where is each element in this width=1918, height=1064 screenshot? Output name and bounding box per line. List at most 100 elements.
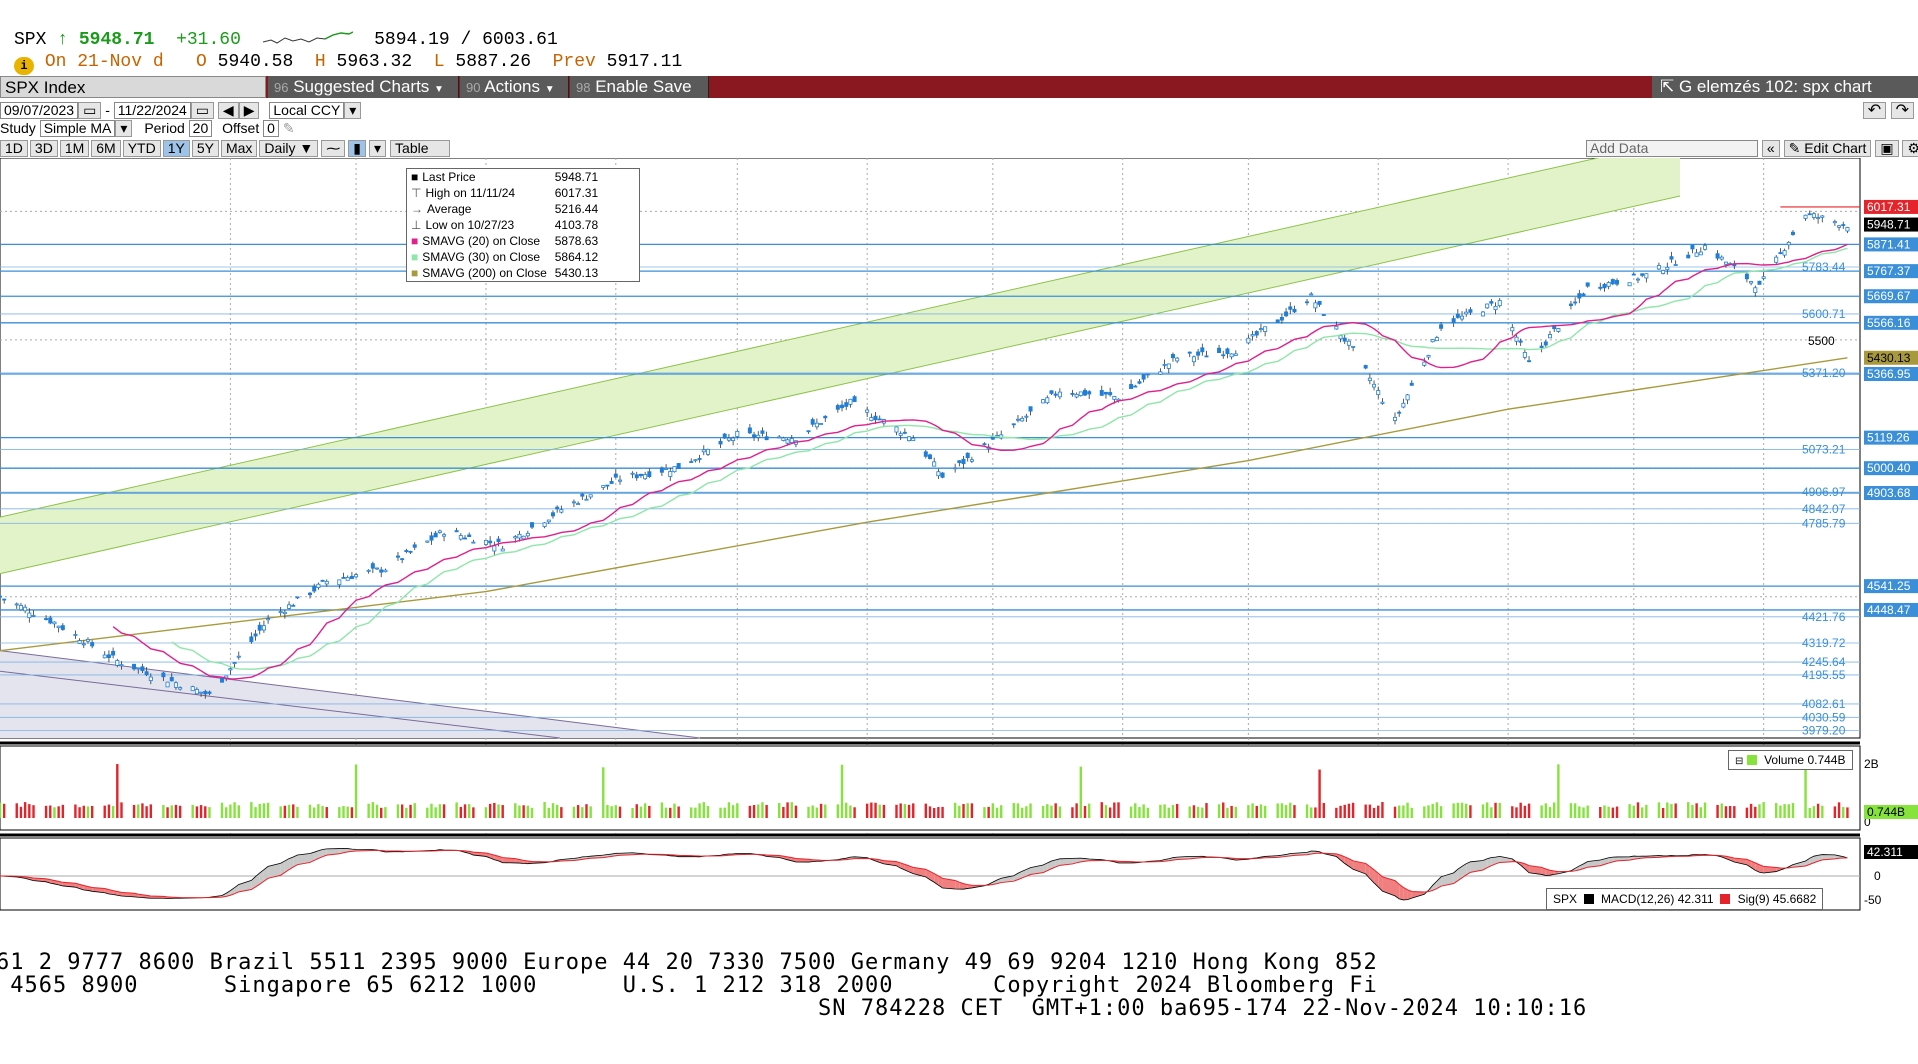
actions-button[interactable]: 90 Actions ▼ [460,76,569,98]
offset-input[interactable]: 0 [263,120,279,137]
dropdown-icon[interactable]: ▾ [344,102,362,119]
pencil-icon[interactable]: ✎ [282,120,295,136]
macd-fill [1608,857,1613,864]
volume-bar [1661,807,1665,818]
volume-bar [384,807,387,818]
enable-save-button[interactable]: 98 Enable Save [570,76,709,98]
candle-body [542,522,547,527]
volume-bar [970,803,974,818]
candle-body [203,691,208,695]
candle-body [1397,411,1402,414]
volume-bar [237,805,240,818]
volume-bar [1640,807,1644,818]
signal-line [0,849,1848,899]
table-button[interactable]: Table [390,140,451,157]
candle-body [1837,225,1842,228]
date-to-input[interactable]: 11/22/2024 [113,102,191,119]
candle-body [1703,245,1708,250]
date-from-input[interactable]: 09/07/2023 [0,102,79,119]
volume-bar [266,802,270,818]
price-change: +31.60 [176,30,241,50]
interval-select[interactable]: Daily ▼ [259,140,319,157]
volume-bar [1808,807,1811,818]
range-button-1y[interactable]: 1Y [162,140,190,157]
candle-body [1610,279,1615,285]
candle-body [848,398,853,405]
volume-bar [78,807,81,818]
add-data-input[interactable]: Add Data [1586,140,1758,157]
candle-body [52,621,57,625]
volume-bar [149,804,153,818]
volume-bar [283,805,287,818]
prev-period-button[interactable]: ◀ [217,102,239,119]
candle-body [48,617,53,624]
volume-bar [350,807,354,818]
redo-icon[interactable]: ↷ [1890,102,1914,119]
chart-settings-icon[interactable]: ▣ [1875,140,1899,157]
currency-select[interactable]: Local CCY [269,102,345,119]
chart-title-button[interactable]: ⇱ G elemzés 102: spx chart [1652,76,1918,98]
candle-body [173,682,178,688]
bloomberg-icon[interactable]: i [14,57,34,75]
volume-bar [409,804,412,818]
candle-body [500,548,505,552]
volume-bar [1171,805,1175,818]
calendar-icon[interactable]: ▭ [78,102,102,119]
range-button-5y[interactable]: 5Y [191,140,219,157]
next-period-button[interactable]: ▶ [238,102,260,119]
range-button-3d[interactable]: 3D [29,140,58,157]
range-button-max[interactable]: Max [220,140,258,157]
suggested-charts-button[interactable]: 96 Suggested Charts ▼ [268,76,459,98]
candle-body [1615,280,1620,285]
candle-body [722,433,727,439]
candle-chart-icon[interactable]: ▮ [348,140,367,157]
macd-fill [289,856,294,870]
macd-fill [1336,853,1341,861]
candle-body [1028,406,1033,412]
calendar-icon[interactable]: ▭ [190,102,215,119]
price-chart[interactable]: NovDecJanFebMarAprMayJunJulAugSepOctNov2… [0,158,1918,916]
range-button-6m[interactable]: 6M [91,140,121,157]
candle-body [1811,213,1816,218]
volume-bar [44,805,48,818]
study-select[interactable]: Simple MA [39,120,116,137]
candle-body [932,461,937,467]
period-input[interactable]: 20 [188,120,213,137]
volume-bar [1452,803,1455,818]
level-label: 5600.71 [1802,307,1846,321]
volume-bar [551,803,555,818]
line-chart-icon[interactable]: ⁓ [321,140,346,157]
collapse-icon[interactable]: « [1761,140,1780,157]
macd-fill [1466,861,1471,875]
volume-bar [1569,803,1573,818]
legend-menu-icon[interactable]: ⊟ [1735,756,1744,767]
candle-body [1083,389,1088,396]
volume-bar [262,803,266,818]
undo-icon[interactable]: ↶ [1862,102,1887,119]
gear-icon[interactable]: ⚙ [1902,140,1918,157]
macd-fill [1382,876,1395,896]
volume-bar [1628,804,1631,818]
sma30-line [171,247,1848,670]
sma20-line [112,243,1848,680]
candle-body [307,592,312,596]
chart-type-dropdown-icon[interactable]: ▾ [369,140,387,157]
candle-body [295,596,300,599]
candle-body [1439,324,1444,329]
range-button-1d[interactable]: 1D [0,140,28,157]
range-button-1m[interactable]: 1M [59,140,90,157]
volume-bar [1816,803,1820,818]
macd-fill [1030,865,1044,875]
volume-bar [1465,803,1468,818]
candle-body [705,448,710,455]
ticker-input[interactable]: SPX Index [0,76,266,98]
candle-body [1233,353,1238,356]
volume-bar [757,804,760,818]
price-tag: 4448.47 [1864,602,1918,617]
price-tag-label: 6017.31 [1867,200,1911,214]
range-button-ytd[interactable]: YTD [122,140,161,157]
macd-fill [1792,860,1806,868]
candle-body [1598,286,1603,289]
dropdown-icon[interactable]: ▾ [115,120,133,137]
edit-chart-button[interactable]: ✎ Edit Chart [1783,140,1872,157]
